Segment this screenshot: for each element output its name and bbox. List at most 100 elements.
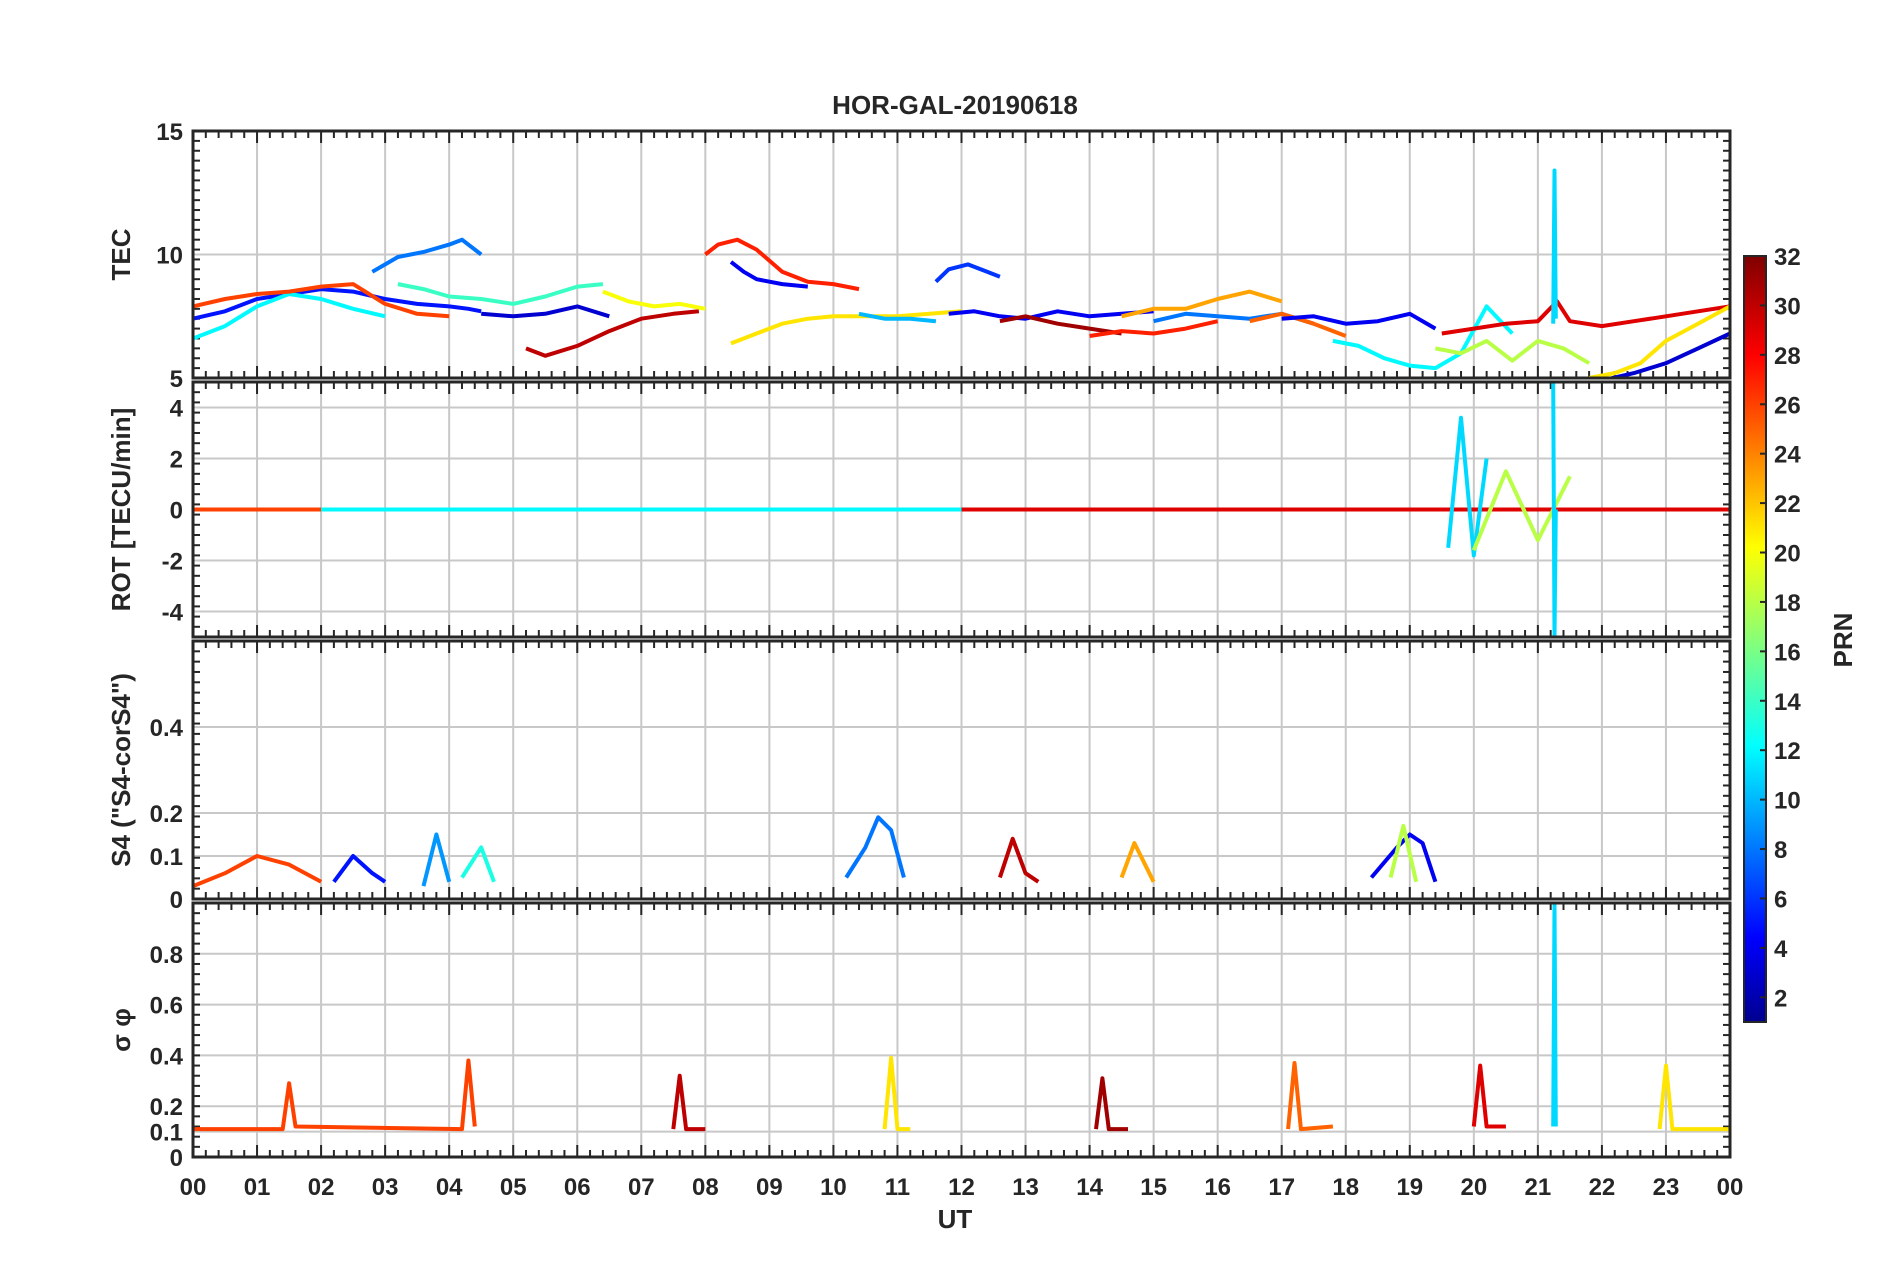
series-line-prn-30 [671, 1073, 706, 1132]
y-tick-label: 5 [170, 366, 183, 393]
series-line-prn-23 [1121, 289, 1283, 319]
panel-rot: 4 2 0 -2 -4 ROT [TECU/min] [106, 380, 1732, 639]
series-line-prn-11 [1551, 903, 1558, 1127]
series-group [193, 815, 1438, 888]
series-line-prn-3 [481, 304, 610, 319]
series-line-prn-21 [882, 1055, 911, 1132]
y-tick-label: 0.2 [150, 801, 183, 828]
series-line-prn-8 [844, 815, 906, 879]
x-tick-label: 12 [948, 1174, 975, 1201]
x-tick-label: 02 [308, 1174, 335, 1201]
y-tick-label: -4 [162, 600, 184, 627]
series-line-prn-31 [999, 314, 1122, 336]
series-line-prn-4 [729, 260, 808, 289]
y-tick-label: 0.4 [150, 1043, 184, 1070]
x-tick-label: 13 [1012, 1174, 1039, 1201]
series-line-prn-4 [1281, 311, 1437, 331]
series-line-prn-11 [1446, 415, 1489, 558]
colorbar-tick-label: 8 [1774, 837, 1787, 864]
panel-sigma_phi: 00.10.2 0.4 0.6 0.8 σ φ [106, 901, 1732, 1172]
series-line-prn-11 [1551, 382, 1558, 637]
x-tick-label: 19 [1396, 1174, 1423, 1201]
series-line-prn-11 [1551, 168, 1558, 324]
x-tick-label: 22 [1589, 1174, 1616, 1201]
x-tick-label: 07 [628, 1174, 655, 1201]
colorbar-tick-label: 10 [1774, 788, 1801, 815]
series-line-prn-31 [1094, 1076, 1128, 1132]
colorbar-tick-label: 24 [1774, 442, 1801, 469]
y-tick-label: 0.6 [150, 993, 183, 1020]
series-line-prn-5 [332, 854, 387, 884]
series-line-prn-27 [1089, 319, 1219, 338]
series-line-prn-12 [1332, 304, 1514, 371]
y-tick-label: 0 [170, 498, 183, 525]
series-line-prn-6 [934, 262, 1001, 284]
colorbar-tick-label: 16 [1774, 639, 1801, 666]
x-tick-label: 23 [1653, 1174, 1680, 1201]
y-tick-label: 0.2 [150, 1094, 183, 1121]
series-line-prn-18 [1435, 338, 1591, 365]
y-axis-label: σ φ [106, 1008, 136, 1052]
y-axis-label: TEC [106, 228, 136, 280]
x-tick-label: 01 [244, 1174, 271, 1201]
series-line-prn-12 [193, 292, 386, 341]
x-tick-label: 16 [1204, 1174, 1231, 1201]
series-line-prn-10 [858, 311, 937, 324]
y-tick-label: 0.1 [150, 1120, 183, 1147]
x-tick-label: 21 [1525, 1174, 1552, 1201]
x-tick-label: 14 [1076, 1174, 1103, 1201]
series-line-prn-21 [730, 309, 962, 346]
x-axis-label: UT [938, 1204, 973, 1234]
x-tick-label: 03 [372, 1174, 399, 1201]
x-tick-label: 05 [500, 1174, 527, 1201]
series-line-prn-9 [421, 832, 452, 887]
colorbar-tick-label: 4 [1774, 936, 1788, 963]
y-axis-label: ROT [TECU/min] [106, 408, 136, 612]
panel-tec: 5 10 15 TEC [106, 119, 1732, 393]
y-tick-label: 0.1 [150, 844, 183, 871]
colorbar-tick-label: 30 [1774, 293, 1801, 320]
colorbar-tick-label: 14 [1774, 689, 1801, 716]
colorbar-tick-label: 22 [1774, 491, 1801, 518]
x-tick-label: 18 [1332, 1174, 1359, 1201]
x-tick-label: 08 [692, 1174, 719, 1201]
series-line-prn-18 [1388, 823, 1419, 883]
series-line-prn-20 [602, 289, 706, 311]
series-line-prn-27 [704, 237, 860, 292]
x-tick-label: 06 [564, 1174, 591, 1201]
series-line-prn-21 [1588, 304, 1730, 378]
series-line-prn-4 [1369, 832, 1438, 883]
colorbar-tick-label: 2 [1774, 985, 1787, 1012]
series-line-prn-3 [1603, 331, 1730, 378]
x-axis: 00 01 02 03 04 05 06 07 08 09 10 11 12 13 14 15 16 17 18 19… [180, 1174, 1744, 1201]
panel-s4: 0 0.1 0.2 0.4 S4 ("S4-corS4") [106, 639, 1732, 914]
series-line-prn-29 [1441, 299, 1730, 336]
colorbar-label: PRN [1828, 613, 1858, 668]
series-line-prn-26 [193, 282, 450, 319]
y-tick-label: 0.4 [150, 715, 184, 742]
series-line-prn-21 [1657, 1063, 1730, 1132]
series-line-prn-26 [193, 1058, 477, 1132]
colorbar-tick-label: 26 [1774, 392, 1801, 419]
x-tick-label: 00 [1717, 1174, 1744, 1201]
series-line-prn-25 [1286, 1061, 1334, 1132]
series-group [193, 168, 1730, 378]
series-line-prn-5 [193, 287, 482, 321]
y-tick-label: 0 [170, 887, 183, 914]
x-tick-label: 11 [885, 1174, 910, 1201]
x-tick-label: 15 [1140, 1174, 1167, 1201]
y-tick-label: 2 [170, 447, 183, 474]
y-tick-label: 0.8 [150, 942, 183, 969]
series-line-prn-8 [371, 237, 483, 274]
x-tick-label: 09 [756, 1174, 783, 1201]
colorbar-tick-label: 32 [1774, 244, 1801, 271]
series-line-prn-26 [193, 854, 323, 888]
colorbar-tick-label: 18 [1774, 590, 1801, 617]
panel-frame [191, 639, 1732, 901]
colorbar-tick-label: 6 [1774, 886, 1787, 913]
y-tick-label: 15 [156, 119, 183, 146]
